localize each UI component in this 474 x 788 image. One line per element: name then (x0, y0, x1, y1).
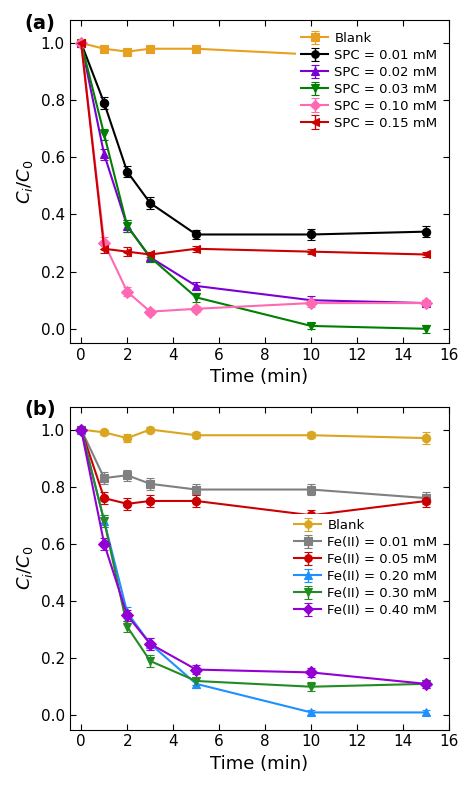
Y-axis label: $C_i/C_0$: $C_i/C_0$ (15, 159, 35, 204)
X-axis label: Time (min): Time (min) (210, 369, 309, 386)
X-axis label: Time (min): Time (min) (210, 755, 309, 773)
Legend: Blank, Fe(II) = 0.01 mM, Fe(II) = 0.05 mM, Fe(II) = 0.20 mM, Fe(II) = 0.30 mM, F: Blank, Fe(II) = 0.01 mM, Fe(II) = 0.05 m… (289, 514, 443, 623)
Y-axis label: $C_i/C_0$: $C_i/C_0$ (15, 546, 35, 590)
Text: (b): (b) (24, 400, 56, 419)
Text: (a): (a) (24, 13, 55, 33)
Legend: Blank, SPC = 0.01 mM, SPC = 0.02 mM, SPC = 0.03 mM, SPC = 0.10 mM, SPC = 0.15 mM: Blank, SPC = 0.01 mM, SPC = 0.02 mM, SPC… (296, 27, 443, 135)
